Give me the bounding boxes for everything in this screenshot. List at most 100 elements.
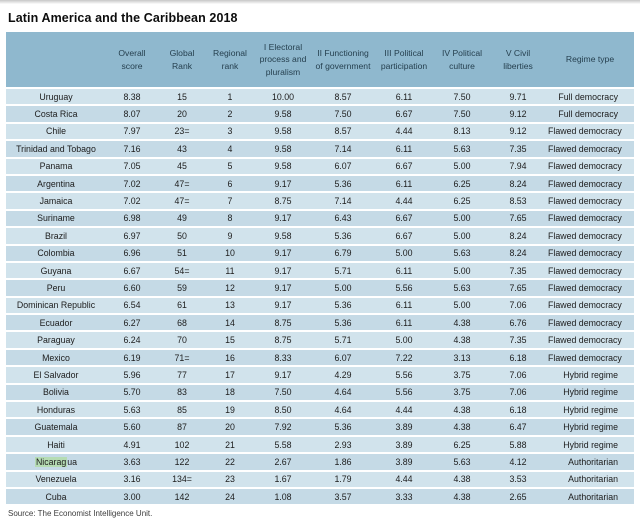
column-header-9: Regime type: [546, 32, 634, 88]
table-row: Venezuela 3.16 134= 23 1.67 1.79 4.44 4.38 3.53 A…: [6, 469, 634, 488]
value-cell: 7.65: [490, 208, 546, 228]
value-cell: 5.70: [106, 382, 158, 402]
table-row: Dominican Republic 6.54 61 13 9.17 5.36 6.11 5.…: [6, 295, 634, 315]
value-cell: 6.79: [312, 243, 374, 262]
table-row: Honduras 5.63 85 19 8.50 4.64 4.44 4.38 6.18 Hybr…: [6, 400, 634, 419]
table-row: El Salvador 5.96 77 17 9.17 4.29 5.56 3.75 7.06 H…: [6, 365, 634, 384]
value-cell: 6.67: [374, 104, 434, 123]
value-cell: 7.50: [312, 104, 374, 123]
search-highlight: Nicarag: [34, 456, 68, 467]
value-cell: 134=: [158, 469, 206, 488]
value-cell: 1.86: [312, 452, 374, 471]
value-cell: 54=: [158, 260, 206, 280]
value-cell: 3.63: [106, 452, 158, 471]
country-cell: Colombia: [6, 243, 106, 262]
value-cell: 9.17: [254, 260, 312, 280]
value-cell: 4.64: [312, 382, 374, 402]
value-cell: 6.11: [374, 260, 434, 280]
value-cell: 2.67: [254, 452, 312, 471]
value-cell: 4: [206, 139, 254, 158]
value-cell: 15: [158, 86, 206, 106]
value-cell: 59: [158, 278, 206, 297]
regime-cell: Flawed democracy: [546, 191, 634, 210]
value-cell: 20: [158, 104, 206, 123]
value-cell: 5.56: [374, 278, 434, 297]
value-cell: 5.71: [312, 260, 374, 280]
table-row: Guatemala 5.60 87 20 7.92 5.36 3.89 4.38 6.47 Hyb…: [6, 417, 634, 436]
value-cell: 5.63: [106, 400, 158, 419]
value-cell: 16: [206, 347, 254, 367]
column-header-country: [6, 32, 106, 88]
value-cell: 2: [206, 104, 254, 123]
table-row: Haiti 4.91 102 21 5.58 2.93 3.89 6.25 5.88 Hybrid…: [6, 434, 634, 454]
value-cell: 6.25: [434, 191, 490, 210]
value-cell: 4.64: [312, 400, 374, 419]
regime-cell: Hybrid regime: [546, 434, 634, 454]
value-cell: 5.00: [374, 243, 434, 262]
value-cell: 8.75: [254, 330, 312, 349]
value-cell: 8.75: [254, 191, 312, 210]
value-cell: 7.92: [254, 417, 312, 436]
regime-cell: Flawed democracy: [546, 278, 634, 297]
value-cell: 7.35: [490, 260, 546, 280]
value-cell: 7.97: [106, 121, 158, 141]
table-row: Mexico 6.19 71= 16 8.33 6.07 7.22 3.13 6.18 Flawe…: [6, 347, 634, 367]
value-cell: 3.57: [312, 486, 374, 505]
value-cell: 6.24: [106, 330, 158, 349]
value-cell: 6.47: [490, 417, 546, 436]
value-cell: 6.19: [106, 347, 158, 367]
value-cell: 6.76: [490, 313, 546, 332]
value-cell: 5.88: [490, 434, 546, 454]
value-cell: 87: [158, 417, 206, 436]
country-cell: Dominican Republic: [6, 295, 106, 315]
value-cell: 6.18: [490, 347, 546, 367]
value-cell: 9.17: [254, 295, 312, 315]
country-cell: Nicaragua: [6, 452, 106, 471]
value-cell: 7.06: [490, 295, 546, 315]
header-row: Overall score Global Rank Regional rank I E…: [6, 32, 634, 88]
value-cell: 6.25: [434, 434, 490, 454]
value-cell: 5.36: [312, 173, 374, 193]
value-cell: 7.02: [106, 173, 158, 193]
value-cell: 7.65: [490, 278, 546, 297]
value-cell: 8.53: [490, 191, 546, 210]
value-cell: 8.24: [490, 173, 546, 193]
table-row: Trinidad and Tobago 7.16 43 4 9.58 7.14 6.11 5.…: [6, 139, 634, 158]
value-cell: 4.38: [434, 313, 490, 332]
value-cell: 4.38: [434, 417, 490, 436]
value-cell: 7.22: [374, 347, 434, 367]
value-cell: 23=: [158, 121, 206, 141]
value-cell: 77: [158, 365, 206, 384]
regime-cell: Hybrid regime: [546, 382, 634, 402]
value-cell: 5.36: [312, 417, 374, 436]
table-row: Uruguay 8.38 15 1 10.00 8.57 6.11 7.50 9.71 Full …: [6, 86, 634, 106]
country-cell: Guatemala: [6, 417, 106, 436]
country-cell: Suriname: [6, 208, 106, 228]
value-cell: 6.67: [374, 156, 434, 175]
value-cell: 6.11: [374, 139, 434, 158]
value-cell: 2.65: [490, 486, 546, 505]
country-cell: El Salvador: [6, 365, 106, 384]
country-cell: Trinidad and Tobago: [6, 139, 106, 158]
value-cell: 47=: [158, 173, 206, 193]
country-cell: Haiti: [6, 434, 106, 454]
value-cell: 6.07: [312, 156, 374, 175]
value-cell: 4.29: [312, 365, 374, 384]
value-cell: 5.60: [106, 417, 158, 436]
table-row: Guyana 6.67 54= 11 9.17 5.71 6.11 5.00 7.35 Flawe…: [6, 260, 634, 280]
country-cell: Costa Rica: [6, 104, 106, 123]
value-cell: 5.56: [374, 382, 434, 402]
country-cell: Panama: [6, 156, 106, 175]
value-cell: 5.00: [312, 278, 374, 297]
value-cell: 6.11: [374, 86, 434, 106]
column-header-4: I Electoral process and pluralism: [254, 32, 312, 88]
regime-cell: Authoritarian: [546, 469, 634, 488]
regime-cell: Flawed democracy: [546, 295, 634, 315]
value-cell: 5.00: [434, 208, 490, 228]
value-cell: 3.13: [434, 347, 490, 367]
value-cell: 9.12: [490, 121, 546, 141]
value-cell: 5.00: [434, 226, 490, 245]
value-cell: 3: [206, 121, 254, 141]
value-cell: 9.12: [490, 104, 546, 123]
democracy-index-table: Overall score Global Rank Regional rank I E…: [6, 32, 634, 505]
